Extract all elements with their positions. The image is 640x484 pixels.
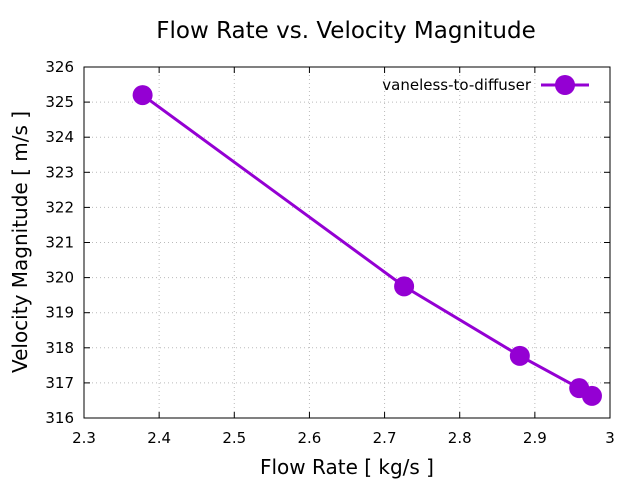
x-tick-label: 2.5 (222, 429, 246, 447)
data-point (394, 276, 415, 297)
legend-label: vaneless-to-diffuser (382, 76, 532, 94)
legend-marker (555, 75, 575, 95)
x-tick-label: 3 (605, 429, 615, 447)
y-tick-label: 325 (45, 93, 74, 111)
x-tick-label: 2.7 (373, 429, 397, 447)
x-tick-label: 2.4 (147, 429, 171, 447)
x-tick-label: 2.3 (72, 429, 96, 447)
y-tick-label: 326 (45, 58, 74, 76)
x-tick-label: 2.8 (448, 429, 472, 447)
y-tick-label: 320 (45, 269, 74, 287)
y-tick-label: 321 (45, 234, 74, 252)
y-tick-label: 316 (45, 409, 74, 427)
y-tick-label: 318 (45, 339, 74, 357)
y-tick-label: 324 (45, 128, 74, 146)
y-axis-label: Velocity Magnitude [ m/s ] (8, 111, 32, 373)
data-point (509, 345, 530, 366)
y-tick-label: 322 (45, 198, 74, 216)
legend: vaneless-to-diffuser (382, 75, 589, 95)
x-tick-label: 2.9 (523, 429, 547, 447)
plot-border (83, 66, 611, 419)
chart-title: Flow Rate vs. Velocity Magnitude (156, 18, 535, 44)
data-point (581, 385, 602, 406)
x-tick-label: 2.6 (297, 429, 321, 447)
data-point (132, 85, 153, 106)
grid (84, 67, 610, 418)
y-tick-label: 317 (45, 374, 74, 392)
y-tick-label: 323 (45, 163, 74, 181)
x-axis-label: Flow Rate [ kg/s ] (260, 455, 434, 479)
ticks: 2.3 2.4 2.5 2.6 2.7 2.8 2.9 3 316 317 318 319 320 321… (45, 58, 614, 447)
y-tick-label: 319 (45, 304, 74, 322)
series (132, 85, 602, 406)
